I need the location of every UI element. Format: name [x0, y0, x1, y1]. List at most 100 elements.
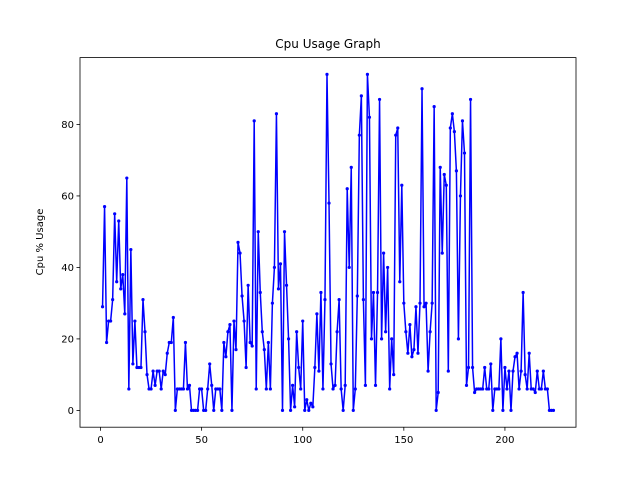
data-point: [402, 301, 406, 305]
data-point: [226, 330, 230, 334]
x-tick-label: 50: [195, 435, 208, 446]
data-point: [460, 119, 465, 123]
data-point: [200, 387, 204, 391]
y-tick-label: 80: [61, 120, 74, 131]
data-point: [242, 319, 246, 323]
data-point: [163, 373, 167, 377]
data-point: [472, 390, 477, 395]
data-point: [444, 183, 448, 187]
data-point: [272, 265, 277, 270]
data-point: [361, 297, 365, 302]
y-tick-label: 0: [68, 406, 74, 417]
data-point: [406, 351, 410, 355]
data-point: [102, 205, 107, 209]
data-point: [195, 408, 200, 412]
data-point: [523, 373, 527, 377]
data-point: [331, 387, 335, 391]
data-point: [446, 369, 450, 373]
data-point: [420, 87, 424, 91]
data-point: [218, 387, 222, 391]
data-point: [541, 369, 545, 373]
data-point: [260, 330, 264, 334]
data-point: [206, 387, 210, 391]
data-point: [388, 387, 392, 391]
data-point: [430, 301, 434, 305]
y-tick-label: 20: [61, 334, 74, 345]
data-point: [458, 194, 463, 198]
data-point: [511, 369, 515, 373]
data-point: [262, 348, 266, 352]
data-point: [359, 94, 363, 98]
data-point: [487, 387, 491, 391]
data-point: [276, 287, 281, 291]
data-point: [491, 408, 495, 412]
data-point: [113, 212, 117, 216]
data-point: [351, 408, 355, 412]
data-point: [141, 297, 145, 302]
data-point: [384, 330, 388, 334]
data-point: [509, 408, 513, 412]
data-point: [157, 369, 161, 373]
data-point: [349, 165, 353, 169]
data-point: [301, 319, 305, 323]
data-point: [173, 408, 177, 412]
data-point: [414, 305, 418, 309]
data-point: [442, 172, 446, 177]
data-point: [228, 323, 232, 327]
data-point: [305, 398, 309, 402]
data-point: [357, 133, 361, 137]
data-point: [456, 337, 461, 341]
data-point: [408, 323, 412, 327]
data-point: [111, 297, 115, 302]
data-point: [501, 408, 505, 412]
data-point: [335, 330, 339, 334]
data-point: [513, 355, 517, 359]
data-point: [519, 369, 523, 373]
data-point: [183, 340, 188, 345]
data-point: [240, 294, 244, 298]
data-point: [355, 294, 359, 298]
data-point: [367, 115, 372, 119]
data-point: [278, 262, 283, 266]
data-point: [232, 319, 236, 323]
data-point: [145, 373, 149, 377]
data-point: [337, 297, 341, 302]
data-point: [280, 408, 285, 412]
data-point: [373, 383, 378, 387]
data-point: [422, 305, 426, 309]
x-tick-label: 200: [495, 435, 514, 446]
data-point: [503, 365, 507, 370]
data-point: [382, 251, 386, 255]
data-point: [343, 383, 347, 387]
data-point: [100, 305, 105, 309]
data-point: [288, 408, 293, 412]
data-point: [299, 387, 303, 391]
data-point: [535, 369, 539, 373]
data-point: [169, 340, 173, 345]
data-point: [115, 280, 119, 284]
data-point: [224, 355, 228, 359]
data-point: [531, 387, 535, 391]
data-point: [386, 265, 390, 270]
data-point: [220, 408, 224, 412]
data-point: [244, 365, 248, 370]
data-point: [333, 383, 337, 387]
data-point: [284, 283, 289, 287]
data-point: [483, 365, 487, 370]
data-point: [489, 362, 493, 366]
y-tick-label: 40: [61, 263, 74, 274]
data-point: [131, 362, 135, 366]
data-point: [426, 369, 430, 373]
data-point: [341, 408, 345, 412]
data-point: [129, 247, 133, 252]
data-point: [525, 387, 529, 391]
data-point: [438, 165, 442, 169]
data-point: [424, 301, 428, 305]
data-point: [123, 312, 127, 316]
data-point: [212, 408, 216, 412]
data-point: [286, 337, 291, 341]
data-point: [416, 351, 420, 355]
data-point: [379, 337, 384, 341]
